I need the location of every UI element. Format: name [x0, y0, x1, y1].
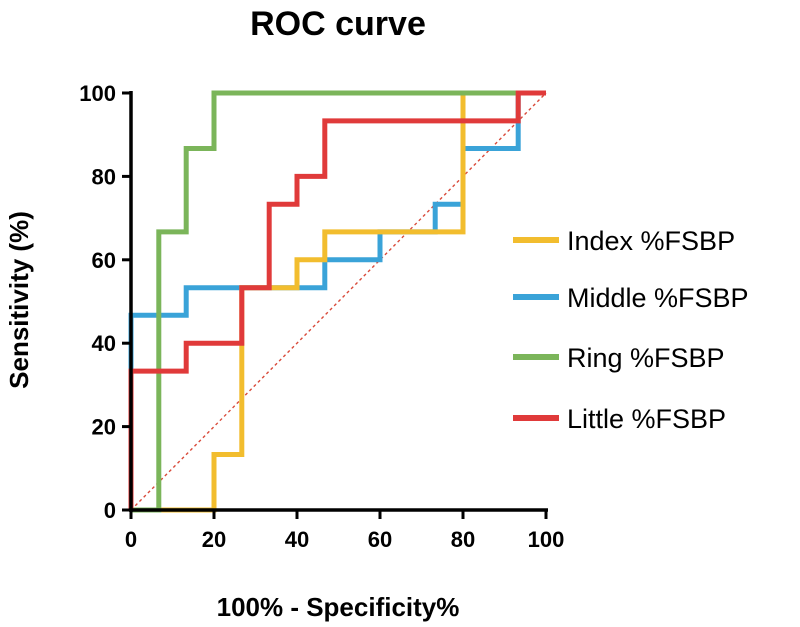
reference-diagonal-line: [130, 92, 547, 511]
x-tick-label: 80: [451, 527, 475, 552]
y-tick-label: 100: [79, 81, 116, 106]
x-tick-label: 0: [125, 527, 137, 552]
plot-area: [128, 90, 547, 513]
legend-label-middle: Middle %FSBP: [567, 283, 749, 313]
y-tick-label: 0: [104, 498, 116, 523]
x-tick-label: 20: [202, 527, 226, 552]
x-tick-label: 60: [368, 527, 392, 552]
series-line-middle: [128, 90, 546, 510]
axes: 0 20 40 60 80 100 0 20 40 60 80 100: [79, 81, 564, 552]
x-tick-label: 100: [528, 527, 565, 552]
y-tick-label: 60: [92, 248, 116, 273]
legend: Index %FSBP Middle %FSBP Ring %FSBP Little …: [513, 226, 749, 434]
series-line-index: [131, 90, 546, 513]
y-tick-label: 80: [92, 164, 116, 189]
series-line-little: [128, 90, 546, 510]
y-axis-label: Sensitivity (%): [4, 211, 34, 389]
y-tick-label: 20: [92, 415, 116, 440]
legend-label-ring: Ring %FSBP: [567, 343, 725, 373]
x-tick-label: 40: [285, 527, 309, 552]
series-line-ring: [131, 90, 546, 513]
chart-title: ROC curve: [250, 5, 426, 43]
y-tick-label: 40: [92, 331, 116, 356]
legend-label-index: Index %FSBP: [567, 226, 735, 256]
legend-label-little: Little %FSBP: [567, 404, 726, 434]
x-axis-label: 100% - Specificity%: [217, 592, 460, 622]
